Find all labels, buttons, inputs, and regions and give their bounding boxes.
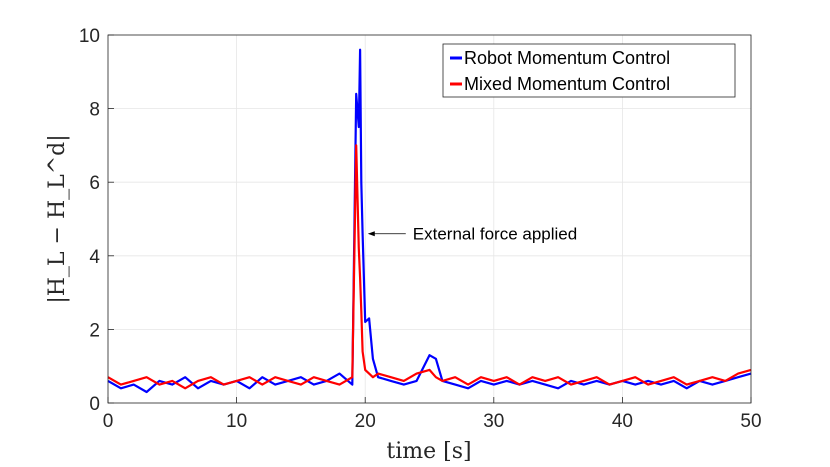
legend: Robot Momentum Control Mixed Momentum Co… <box>442 43 736 98</box>
x-tick-label: 0 <box>103 411 114 432</box>
series-line-1 <box>107 144 752 390</box>
y-axis-title: |H_L − H_L^d| <box>45 134 70 303</box>
legend-label-mixed: Mixed Momentum Control <box>464 74 670 94</box>
x-axis-title: time [s] <box>386 439 471 464</box>
x-tick-label: 40 <box>612 411 633 432</box>
y-tick-label: 6 <box>89 173 100 194</box>
legend-box <box>442 43 736 98</box>
x-tick-label: 20 <box>355 411 376 432</box>
plot-frame <box>107 34 752 404</box>
y-tick-label: 4 <box>89 247 100 268</box>
y-tick-label: 10 <box>79 26 100 47</box>
x-tick-label: 30 <box>483 411 504 432</box>
legend-label-robot: Robot Momentum Control <box>464 48 670 68</box>
y-tick-label: 2 <box>89 320 100 341</box>
annotation-arrow-head <box>367 231 375 237</box>
x-tick-label: 50 <box>740 411 761 432</box>
tick-layer: 0 10 20 30 40 50 0 2 4 6 8 10 <box>79 26 762 432</box>
y-axis-title-group: |H_L − H_L^d| <box>45 134 70 303</box>
x-tick-label: 10 <box>226 411 247 432</box>
y-tick-label: 8 <box>89 100 100 121</box>
annotation: External force applied <box>367 225 577 244</box>
annotation-text: External force applied <box>413 225 577 244</box>
y-tick-label: 0 <box>89 394 100 415</box>
series-layer <box>107 48 752 394</box>
